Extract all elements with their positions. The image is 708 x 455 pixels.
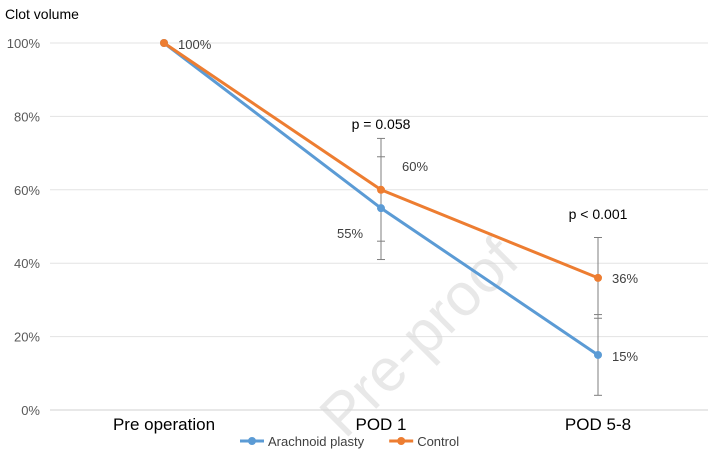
legend-swatch-marker xyxy=(248,437,256,445)
data-point xyxy=(377,185,385,194)
data-point xyxy=(594,350,602,359)
data-label: 15% xyxy=(612,349,638,364)
y-tick-label: 100% xyxy=(7,36,41,51)
y-tick-label: 0% xyxy=(21,403,40,418)
x-category-labels: Pre operation POD 1 POD 5-8 xyxy=(113,415,631,434)
y-axis-title: Clot volume xyxy=(5,6,79,22)
x-category-label: Pre operation xyxy=(113,415,215,434)
data-label: 36% xyxy=(612,271,638,286)
p-value-annotations: p = 0.058 p < 0.001 xyxy=(352,116,628,222)
p-value-label: p < 0.001 xyxy=(569,206,628,222)
data-point xyxy=(160,39,168,47)
y-tick-label: 60% xyxy=(14,183,40,198)
y-tick-label: 80% xyxy=(14,109,40,124)
legend-label: Arachnoid plasty xyxy=(268,434,365,449)
y-tick-label: 20% xyxy=(14,330,40,345)
y-tick-label: 40% xyxy=(14,256,40,271)
p-value-label: p = 0.058 xyxy=(352,116,411,132)
data-label: 55% xyxy=(337,226,363,241)
legend-swatch-marker xyxy=(397,437,406,445)
gridlines xyxy=(50,42,708,411)
data-point xyxy=(377,204,385,213)
x-category-label: POD 1 xyxy=(355,415,406,434)
data-label: 60% xyxy=(402,159,428,174)
data-point xyxy=(594,273,602,282)
data-labels: 55% 15% 100% 60% 36% xyxy=(178,37,638,364)
series-points xyxy=(160,39,602,359)
x-category-label: POD 5-8 xyxy=(565,415,631,434)
legend-label: Control xyxy=(417,434,459,449)
y-tick-labels: 0% 20% 40% 60% 80% 100% xyxy=(7,36,41,418)
data-label: 100% xyxy=(178,37,212,52)
legend: Arachnoid plasty Control xyxy=(240,434,459,449)
